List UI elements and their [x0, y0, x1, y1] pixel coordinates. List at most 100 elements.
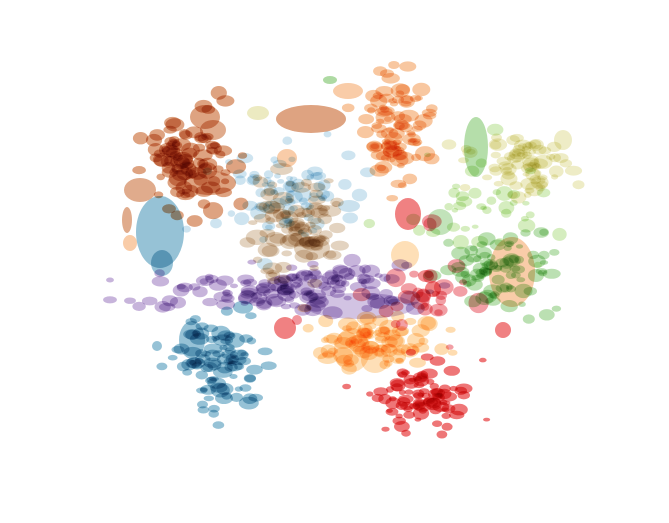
data-point-red	[371, 393, 384, 403]
data-point-brown	[167, 175, 187, 190]
data-point-red	[412, 372, 429, 383]
data-point-lightblue	[242, 200, 258, 211]
data-point-lightgreen	[444, 203, 454, 211]
data-point-red	[457, 391, 470, 400]
data-point-lightblue	[227, 210, 236, 217]
data-point-orange	[378, 93, 395, 103]
data-point-lightblue	[301, 169, 314, 181]
data-point-large	[334, 328, 370, 372]
data-point-lightorange	[322, 350, 336, 359]
data-point-large	[184, 171, 236, 195]
data-point-lightgreen	[476, 203, 487, 210]
data-point-khaki	[482, 174, 493, 181]
data-point-lightgreen	[471, 235, 489, 248]
data-point-lightblue	[317, 179, 331, 191]
data-point-tan	[281, 250, 293, 257]
data-point-purple	[267, 296, 287, 308]
data-point-lightblue	[305, 202, 314, 210]
data-point-purple	[208, 279, 227, 291]
data-point-large	[395, 198, 421, 230]
data-point-orange	[422, 112, 437, 120]
data-point-large	[200, 120, 226, 140]
data-point-purple	[295, 269, 314, 281]
data-point-purple	[270, 283, 283, 292]
data-point-blue	[246, 337, 257, 345]
data-point-blue	[223, 331, 235, 339]
data-point-brown	[215, 150, 226, 159]
data-point-orange	[398, 109, 419, 122]
data-point-tan	[329, 222, 346, 234]
data-point-orange	[374, 161, 393, 174]
data-point-lightorange	[447, 349, 458, 356]
data-point-orange	[407, 138, 423, 147]
data-point-tan	[319, 230, 333, 240]
data-point-purple	[176, 282, 193, 293]
data-point-lightorange	[445, 326, 456, 333]
data-point-orange	[341, 103, 355, 113]
data-point-lightgreen	[517, 218, 536, 233]
data-point-purple	[347, 265, 366, 277]
data-point-lightgreen	[455, 196, 473, 207]
data-point-lightblue	[266, 179, 275, 187]
data-point-purple	[106, 277, 114, 283]
data-point-orange	[388, 61, 400, 69]
data-point-purple	[285, 273, 299, 282]
data-point-green	[551, 305, 562, 312]
data-point-orange	[397, 182, 407, 189]
data-point-red	[426, 378, 435, 385]
data-point-lightblue	[294, 187, 312, 203]
data-point-pink	[453, 286, 468, 297]
data-point-lightblue	[312, 171, 327, 181]
data-point-orange	[367, 107, 376, 114]
data-point-large	[136, 196, 184, 268]
data-point-lightgreen	[451, 208, 459, 213]
data-point-lightgreen	[452, 235, 469, 250]
data-point-khaki	[493, 180, 504, 187]
data-point-khaki	[510, 191, 527, 204]
data-point-red	[420, 353, 434, 361]
data-point-khaki	[522, 157, 540, 172]
data-point-lightblue	[282, 204, 295, 216]
data-point-purple	[240, 287, 258, 297]
data-point-large	[489, 237, 535, 307]
data-point-red	[381, 426, 390, 432]
data-point-red	[405, 348, 416, 356]
data-point-pink	[435, 295, 447, 306]
data-point-large	[124, 178, 156, 202]
data-point-blue	[213, 366, 233, 378]
data-point-lightblue	[263, 170, 274, 179]
data-point-orange	[373, 66, 388, 76]
data-point-red	[429, 383, 439, 390]
data-point-lightblue	[182, 225, 191, 233]
data-point-tan	[317, 204, 331, 212]
data-point-khaki	[549, 165, 564, 178]
data-point-blue	[234, 386, 243, 392]
data-point-khaki	[488, 138, 508, 151]
data-point-lightgreen	[452, 183, 461, 190]
data-point-blue	[227, 360, 237, 367]
data-point-red	[441, 407, 450, 412]
data-point-lightblue	[273, 187, 285, 196]
data-point-khaki	[536, 177, 546, 184]
data-point-large	[391, 241, 419, 269]
data-point-khaki	[459, 184, 471, 192]
data-point-green	[533, 227, 549, 238]
data-point-red	[342, 383, 351, 390]
data-point-pink	[445, 344, 454, 350]
data-point-blue	[197, 400, 208, 409]
data-point-pink	[390, 320, 401, 328]
data-point-khaki	[441, 139, 457, 150]
data-point-large	[277, 149, 297, 167]
data-point-red	[483, 417, 491, 422]
data-point-large	[305, 293, 415, 319]
data-point-lightblue	[232, 169, 247, 179]
data-point-lightgreen	[492, 189, 501, 196]
data-point-lightorange	[420, 316, 438, 332]
data-point-red	[395, 401, 408, 410]
data-point-khaki	[521, 151, 532, 160]
data-point-purple	[343, 253, 361, 267]
data-point-blue	[204, 349, 221, 362]
data-point-lightblue	[274, 173, 281, 179]
data-point-lightgreen	[486, 196, 497, 205]
